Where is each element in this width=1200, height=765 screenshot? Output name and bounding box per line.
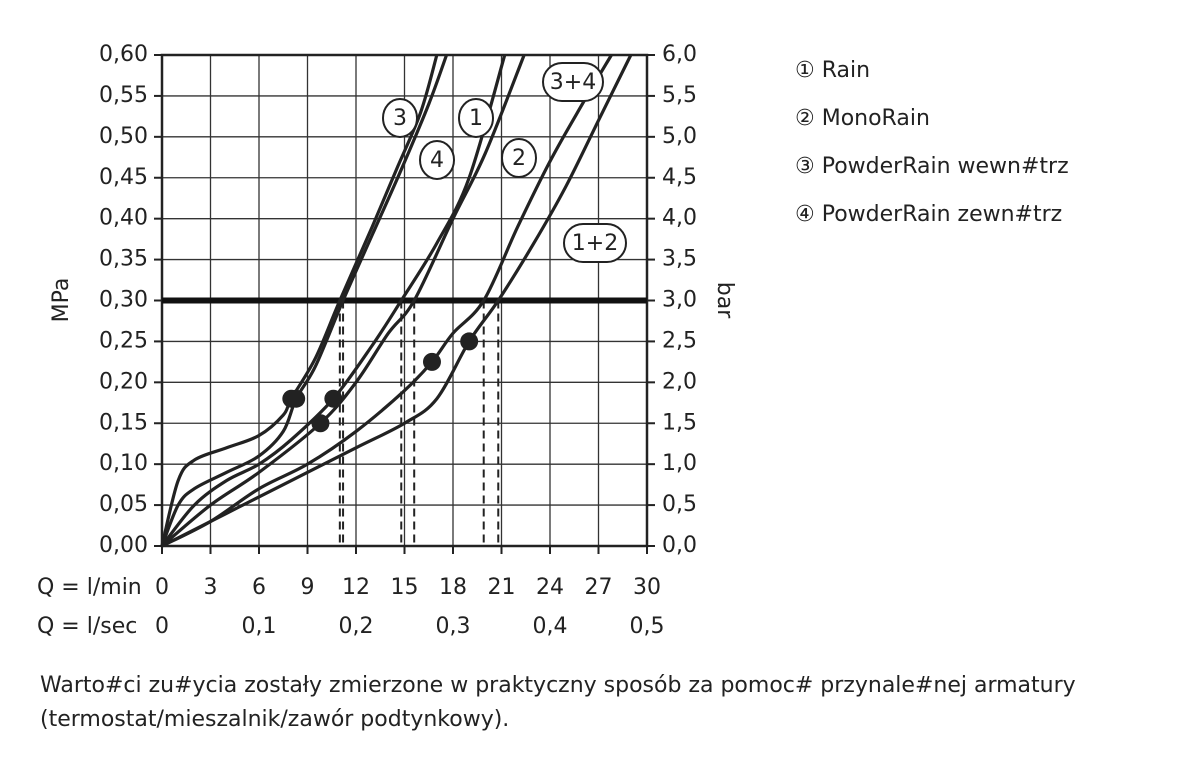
curve-label: 4 [430,148,444,173]
operating-point [422,352,441,371]
x2-tick-label: 0,4 [533,614,568,639]
x-tick-label: 9 [301,575,315,600]
legend-entry: ③ PowderRain wewn#trz [795,154,1069,179]
y2-tick-label: 3,0 [662,288,697,313]
curve [160,54,507,547]
curve-label: 1+2 [572,231,618,256]
y2-tick-label: 3,5 [662,247,697,272]
y-tick-label: 0,10 [99,451,148,476]
y-tick-label: 0,25 [99,328,148,353]
y-tick-label: 0,05 [99,492,148,517]
x2-tick-label: 0,2 [339,614,374,639]
curve-label: 3+4 [550,70,596,95]
x-tick-label: 3 [204,575,218,600]
y2-tick-label: 2,0 [662,369,697,394]
y-tick-label: 0,30 [99,288,148,313]
curve-label: 1 [469,106,483,131]
x-tick-label: 18 [439,575,467,600]
curve-label: 3 [393,106,407,131]
curve-callout [458,98,494,138]
legend-entry: ④ PowderRain zewn#trz [795,202,1062,227]
curve-callout [382,98,418,138]
x2-axis-label: Q = l/sec [37,614,137,639]
y2-tick-label: 4,0 [662,206,697,231]
y-tick-label: 0,15 [99,410,148,435]
y-tick-label: 0,40 [99,206,148,231]
y2-tick-label: 0,0 [662,533,697,558]
operating-point [460,332,479,351]
y2-tick-label: 0,5 [662,492,697,517]
x-tick-label: 24 [536,575,564,600]
y2-tick-label: 6,0 [662,42,697,67]
y2-axis-label: bar [712,282,737,319]
y-tick-label: 0,50 [99,124,148,149]
curve-callout [563,223,627,263]
x2-tick-label: 0,1 [242,614,277,639]
y2-tick-label: 5,5 [662,83,697,108]
curve-callout [419,140,455,180]
note: Warto#ci zu#ycia zostały zmierzone w pra… [40,673,1076,698]
curve [160,54,526,548]
y2-tick-label: 1,5 [662,410,697,435]
x2-tick-label: 0 [155,614,169,639]
legend-entry: ② MonoRain [795,106,930,131]
x2-tick-label: 0,5 [630,614,665,639]
note: (termostat/mieszalnik/zawór podtynkowy). [40,707,509,732]
x2-tick-label: 0,3 [436,614,471,639]
operating-point [311,414,330,433]
curve-callout [501,138,537,178]
x-tick-label: 0 [155,575,169,600]
y-tick-label: 0,00 [99,533,148,558]
curve [161,54,633,548]
operating-point [287,389,306,408]
y-tick-label: 0,20 [99,369,148,394]
x-tick-label: 6 [252,575,266,600]
x-tick-label: 15 [391,575,419,600]
legend-entry: ① Rain [795,58,870,83]
y-tick-label: 0,45 [99,165,148,190]
y2-tick-label: 1,0 [662,451,697,476]
x-tick-label: 27 [585,575,613,600]
y-tick-label: 0,60 [99,42,148,67]
y2-tick-label: 2,5 [662,328,697,353]
y-tick-label: 0,55 [99,83,148,108]
x-tick-label: 30 [633,575,661,600]
curve-callout [542,62,604,102]
x-tick-label: 12 [342,575,370,600]
x-axis-label: Q = l/min [37,575,142,600]
y2-tick-label: 4,5 [662,165,697,190]
y-axis-label: MPa [49,278,74,323]
y2-tick-label: 5,0 [662,124,697,149]
curve-label: 2 [512,146,526,171]
x-tick-label: 21 [488,575,516,600]
y-tick-label: 0,35 [99,247,148,272]
